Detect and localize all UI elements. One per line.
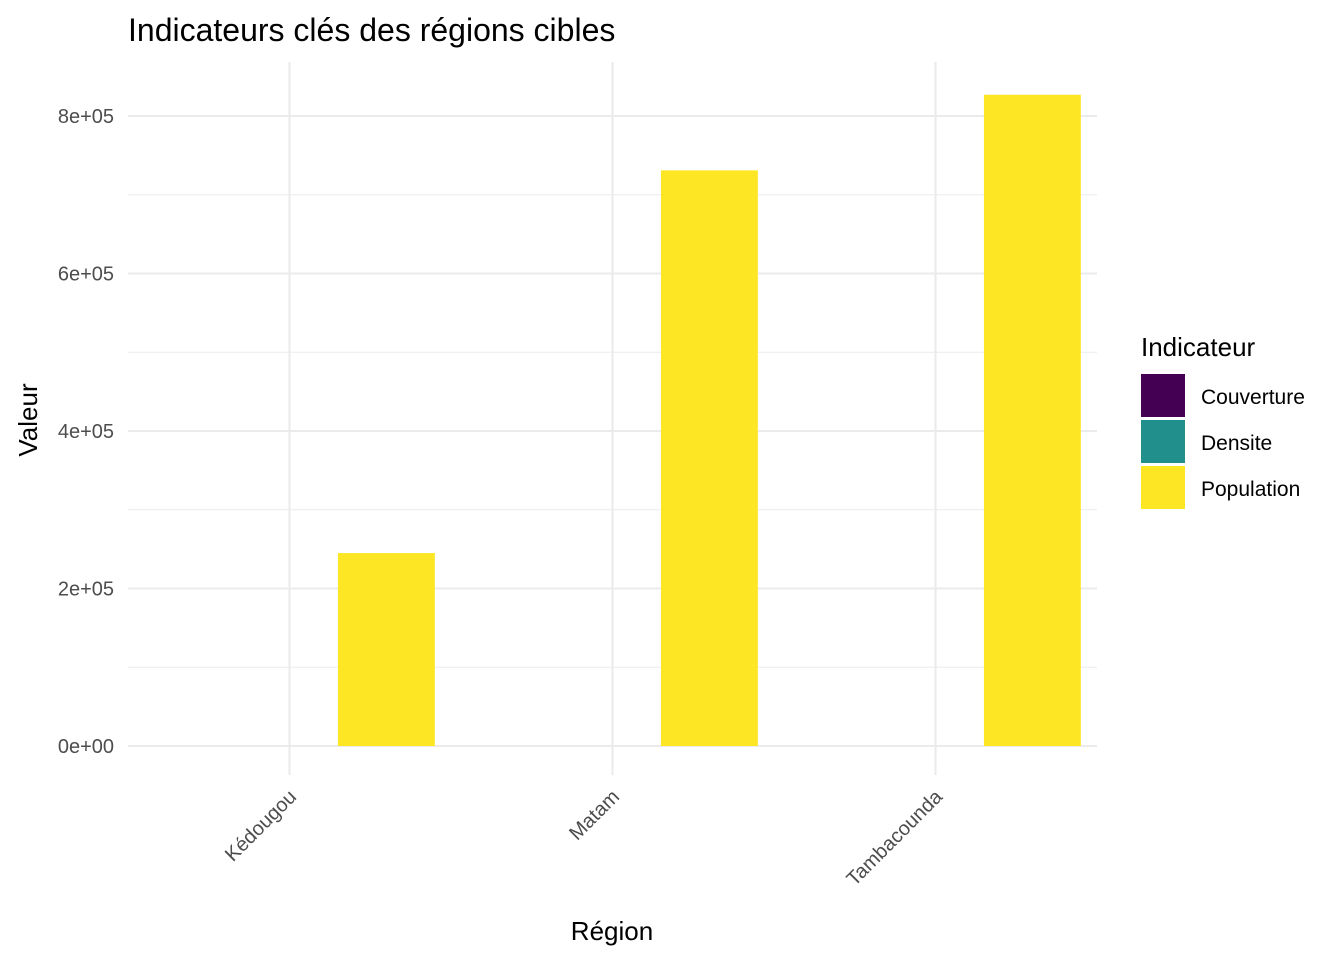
y-tick-label: 4e+05 — [58, 421, 114, 443]
x-axis-ticks: Kédougou Matam Tambacounda — [221, 785, 948, 890]
grid — [128, 62, 1097, 775]
x-axis-title: Région — [571, 916, 653, 946]
legend: Indicateur Couverture Densite Population — [1141, 332, 1305, 509]
legend-label-densite: Densite — [1201, 432, 1272, 455]
legend-items: Couverture Densite Population — [1141, 374, 1305, 509]
x-tick-label: Kédougou — [221, 786, 301, 866]
legend-title: Indicateur — [1141, 332, 1256, 362]
bar-population-0 — [337, 553, 435, 746]
y-tick-label: 6e+05 — [58, 264, 114, 286]
legend-swatch-couverture — [1141, 374, 1185, 417]
y-tick-label: 0e+00 — [58, 736, 114, 758]
x-tick-label: Matam — [565, 786, 624, 845]
bar-population-1 — [660, 170, 758, 746]
y-axis-ticks: 0e+00 2e+05 4e+05 6e+05 8e+05 — [58, 106, 114, 758]
x-tick-label: Tambacounda — [843, 785, 948, 890]
legend-label-couverture: Couverture — [1201, 386, 1305, 409]
legend-swatch-densite — [1141, 420, 1185, 463]
legend-label-population: Population — [1201, 478, 1300, 501]
chart-title: Indicateurs clés des régions cibles — [128, 12, 615, 48]
bars — [337, 94, 1081, 747]
y-tick-label: 2e+05 — [58, 579, 114, 601]
legend-swatch-population — [1141, 466, 1185, 509]
bar-population-2 — [983, 94, 1081, 747]
y-axis-title: Valeur — [13, 383, 43, 457]
y-tick-label: 8e+05 — [58, 106, 114, 128]
